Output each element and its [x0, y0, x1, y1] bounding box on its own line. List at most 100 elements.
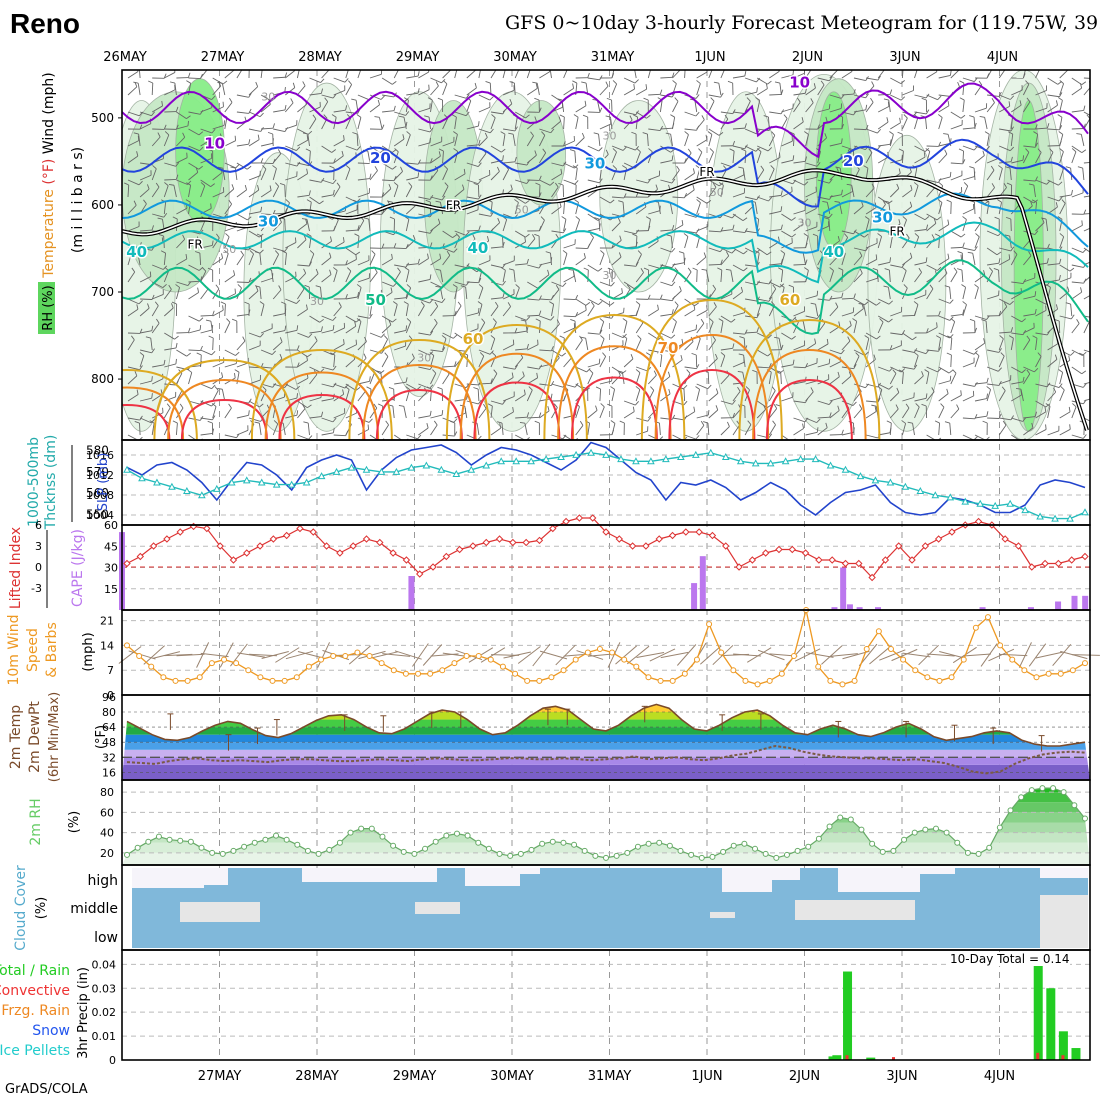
temp-tick: 16 — [102, 766, 116, 779]
wind-barb — [1046, 284, 1051, 288]
wind-barb — [793, 345, 805, 351]
wind-barb — [406, 75, 419, 79]
wind-barb — [348, 645, 371, 665]
thickness-point — [1021, 506, 1029, 514]
lifted-index-point — [588, 514, 597, 522]
wind-barb — [166, 403, 171, 408]
wind-barb — [897, 131, 903, 135]
wind-barb — [683, 400, 688, 406]
wind-barb — [732, 224, 735, 230]
wind-barb — [539, 315, 551, 321]
wind-barb — [700, 318, 705, 324]
lifted-index-point — [934, 535, 943, 543]
wind-barb — [271, 270, 274, 283]
wind-barb — [315, 285, 321, 288]
wind-barb — [1023, 255, 1032, 266]
wind-barb — [823, 217, 830, 220]
lifted-index-point — [136, 552, 145, 561]
wind-barb — [587, 410, 598, 419]
wind-barb — [377, 403, 383, 407]
rh-point — [241, 843, 248, 850]
wind-barb — [441, 298, 446, 303]
wind-barb — [164, 131, 170, 136]
temperature-band — [122, 719, 1090, 728]
wind-barb — [477, 64, 481, 67]
wind-barb — [926, 264, 938, 271]
wind-barb — [956, 404, 960, 410]
wind-barb — [611, 256, 622, 266]
wind-barb — [805, 162, 818, 167]
wind-barb — [853, 408, 863, 419]
wind-barb — [853, 150, 855, 164]
wind-barb — [635, 401, 640, 406]
wind-barb — [490, 335, 496, 339]
precip-legend: Frzg. Rain — [1, 1003, 70, 1019]
wind-barb — [172, 216, 178, 220]
wind-barb — [417, 258, 420, 264]
axis-label: & Barbs — [44, 622, 60, 678]
wind-speed-point — [330, 653, 337, 660]
wind-barb — [853, 109, 866, 113]
temp-tick: 96 — [102, 691, 116, 704]
wind-barb — [828, 178, 833, 184]
wind-barb — [720, 352, 726, 356]
wind-barb — [343, 339, 345, 345]
wind-barb — [527, 264, 540, 269]
wind-barb — [914, 397, 927, 402]
wind-barb — [525, 114, 530, 119]
wind-barb — [974, 342, 986, 351]
cape-bar — [408, 576, 415, 610]
thickness-point — [527, 457, 535, 465]
wind-barb — [1059, 134, 1064, 147]
wind-barb — [950, 230, 962, 238]
wind-barb — [720, 259, 723, 265]
wind-barb — [974, 107, 987, 113]
wind-barb — [780, 270, 784, 283]
wind-barb — [706, 270, 710, 283]
wind-barb — [828, 400, 833, 405]
wind-barb — [188, 145, 200, 152]
wind-barb — [403, 97, 409, 101]
wind-barb — [781, 140, 793, 147]
wind-barb — [836, 65, 838, 70]
wind-barb — [574, 199, 579, 203]
wind-barb — [997, 199, 1002, 203]
wind-speed-point — [536, 677, 543, 684]
wind-barb — [683, 388, 686, 402]
wind-barb — [696, 364, 700, 369]
wind-barb — [1035, 400, 1047, 408]
rh-point — [475, 839, 482, 846]
wind-barb — [297, 377, 309, 385]
wind-barb — [683, 385, 688, 390]
wind-barb — [938, 315, 951, 321]
rh-contour-label: 30 — [603, 269, 617, 282]
wind-barb — [684, 111, 697, 117]
wind-tick: 7 — [107, 664, 114, 677]
wind-barb — [1006, 182, 1012, 186]
wind-barb — [1080, 134, 1085, 147]
wind-barb — [321, 366, 334, 371]
wind-barb — [356, 146, 361, 151]
rh-point — [847, 816, 854, 823]
wind-barb — [998, 165, 1003, 169]
wind-barb — [936, 335, 941, 339]
wind-barb — [732, 145, 745, 150]
wind-barb — [648, 264, 660, 269]
wind-barb — [962, 242, 965, 248]
wind-barb — [539, 274, 550, 283]
wind-barb — [890, 264, 903, 268]
wind-barb — [285, 650, 314, 660]
wind-barb — [781, 434, 790, 440]
temp-tick: 48 — [102, 736, 116, 749]
wind-barb — [357, 391, 366, 402]
wind-barb — [530, 131, 534, 137]
wind-barb — [783, 114, 788, 119]
wind-barb — [1044, 406, 1047, 412]
wind-speed-point — [754, 681, 761, 688]
wind-barb — [599, 196, 611, 204]
wind-barb — [198, 131, 204, 136]
wind-barb — [708, 134, 713, 147]
wind-barb — [1057, 114, 1063, 118]
wind-barb — [381, 77, 393, 85]
wind-barb — [174, 70, 176, 73]
